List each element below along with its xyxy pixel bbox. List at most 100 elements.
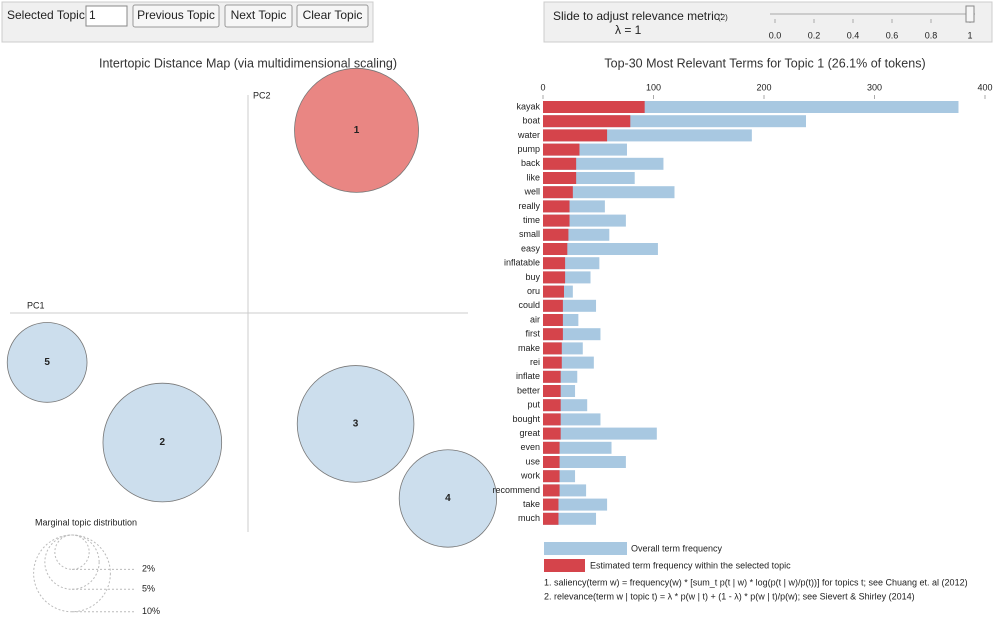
term-label: use — [525, 456, 540, 466]
x-tick-label: 100 — [646, 82, 661, 92]
topic-bar[interactable] — [543, 370, 561, 383]
overall-bar[interactable] — [543, 101, 959, 113]
map-title: Intertopic Distance Map (via multidimens… — [99, 56, 397, 70]
legend-overall: Overall term frequency — [631, 543, 723, 553]
topic-label: 3 — [353, 419, 359, 430]
topic-circle[interactable] — [296, 365, 415, 483]
topic-bar[interactable] — [543, 512, 559, 525]
topic-circle[interactable] — [294, 67, 419, 193]
topic-bar[interactable] — [543, 285, 564, 298]
term-label: much — [518, 513, 540, 523]
slider-tick-label: 0.0 — [769, 30, 782, 40]
footnote-2: 2. relevance(term w | topic t) = λ * p(w… — [544, 591, 915, 601]
topic-bar[interactable] — [543, 101, 645, 113]
topic-bar[interactable] — [543, 399, 561, 412]
term-label: rei — [530, 357, 540, 367]
lambda-label: λ = 1 — [615, 23, 642, 37]
topic-bar[interactable] — [543, 470, 560, 483]
topic-circle[interactable] — [6, 322, 88, 403]
term-label: buy — [525, 272, 540, 282]
overall-bar[interactable] — [543, 456, 626, 468]
size-legend-label: 2% — [142, 564, 155, 574]
size-legend-title: Marginal topic distribution — [35, 517, 137, 527]
term-label: pump — [517, 144, 540, 154]
size-legend-circle — [54, 534, 90, 570]
topic-bar[interactable] — [543, 385, 561, 397]
topic-bar[interactable] — [543, 186, 573, 199]
topic-input[interactable] — [85, 5, 128, 27]
topic-circle[interactable] — [102, 382, 223, 503]
term-label: could — [518, 300, 540, 310]
topic-bar[interactable] — [543, 342, 562, 355]
overall-bar[interactable] — [543, 441, 612, 454]
next-button-label[interactable]: Next Topic — [231, 8, 287, 22]
x-tick-label: 300 — [867, 82, 882, 92]
topic-bar[interactable] — [543, 441, 560, 454]
term-label: work — [520, 471, 541, 481]
term-label: inflate — [516, 371, 540, 381]
slider-tick-label: 0.2 — [808, 30, 821, 40]
legend-topic: Estimated term frequency within the sele… — [590, 560, 791, 570]
overall-bar[interactable] — [543, 427, 657, 440]
topic-bar[interactable] — [543, 115, 631, 128]
slider-thumb[interactable] — [965, 5, 975, 23]
footnote-1: 1. saliency(term w) = frequency(w) * [su… — [544, 577, 968, 587]
slider-tick-label: 0.8 — [925, 30, 938, 40]
term-label: well — [523, 187, 540, 197]
term-label: put — [527, 400, 540, 410]
term-label: small — [519, 229, 540, 239]
topic-bar[interactable] — [543, 299, 563, 312]
selected-topic-label: Selected Topic: — [7, 8, 88, 22]
legend-swatch — [544, 559, 585, 572]
topic-bar[interactable] — [543, 129, 608, 142]
overall-bar[interactable] — [543, 243, 658, 255]
overall-bar[interactable] — [543, 498, 608, 511]
topic-label: 2 — [160, 437, 166, 448]
topic-input-value[interactable]: 1 — [89, 8, 96, 22]
topic-bar[interactable] — [543, 271, 566, 284]
topic-bar[interactable] — [543, 243, 568, 255]
term-label: inflatable — [504, 258, 540, 268]
term-label: easy — [521, 243, 541, 253]
pc2-label: PC2 — [253, 90, 271, 100]
slider-tick-label: 0.6 — [886, 30, 899, 40]
legend-swatch — [544, 542, 627, 555]
topic-bar[interactable] — [543, 157, 577, 170]
topic-bar[interactable] — [543, 427, 561, 440]
term-label: better — [517, 385, 540, 395]
term-label: great — [519, 428, 540, 438]
topic-bar[interactable] — [543, 200, 570, 213]
pc1-label: PC1 — [27, 300, 45, 310]
topic-circle[interactable] — [398, 449, 498, 548]
clear-button-label[interactable]: Clear Topic — [303, 8, 363, 22]
topic-bar[interactable] — [543, 498, 559, 511]
topic-bar[interactable] — [543, 328, 563, 341]
slider-footnote-ref: (2) — [718, 13, 728, 22]
topic-bar[interactable] — [543, 257, 566, 270]
x-tick-label: 400 — [977, 82, 992, 92]
slider-panel — [543, 1, 993, 43]
size-legend-label: 10% — [142, 606, 160, 616]
topic-bar[interactable] — [543, 314, 563, 326]
clear-button[interactable] — [296, 4, 369, 28]
overall-bar[interactable] — [543, 186, 675, 199]
x-tick-label: 200 — [756, 82, 771, 92]
topic-bar[interactable] — [543, 143, 580, 156]
prev-button-label[interactable]: Previous Topic — [137, 8, 215, 22]
topic-bar[interactable] — [543, 228, 569, 241]
topic-bar[interactable] — [543, 484, 560, 497]
topic-bar[interactable] — [543, 413, 561, 426]
topic-bar[interactable] — [543, 356, 562, 369]
topic-bar[interactable] — [543, 456, 560, 468]
prev-button[interactable] — [132, 4, 220, 28]
topic-bar[interactable] — [543, 214, 570, 227]
next-button[interactable] — [224, 4, 293, 28]
slider-label: Slide to adjust relevance metric: — [553, 9, 723, 23]
topic-bar[interactable] — [543, 172, 577, 184]
size-legend-circle — [44, 534, 100, 590]
x-tick-label: 0 — [540, 82, 545, 92]
slider-tick-label: 1 — [967, 30, 972, 40]
topic-label: 4 — [445, 493, 451, 504]
